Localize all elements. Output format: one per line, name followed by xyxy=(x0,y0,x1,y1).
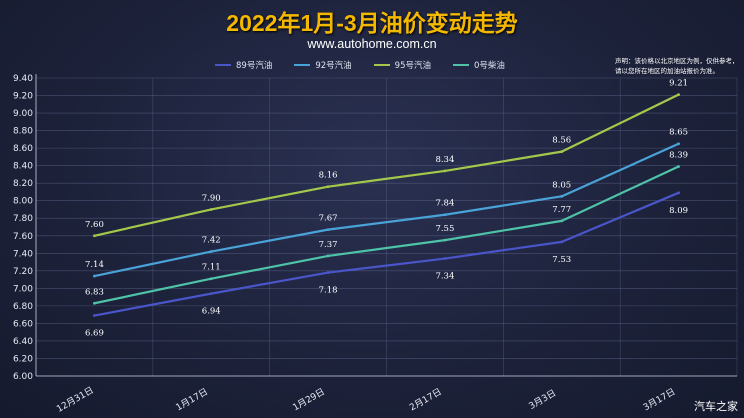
legend-label-92: 92号汽油 xyxy=(315,61,352,71)
data-point xyxy=(443,238,447,242)
data-label: 7.34 xyxy=(435,272,454,282)
x-tick-label: 1月17日 xyxy=(174,386,210,413)
data-point xyxy=(93,234,96,238)
y-tick-label: 9.20 xyxy=(13,92,33,102)
x-tick-label: 1月29日 xyxy=(291,386,327,413)
data-point xyxy=(677,165,680,168)
data-point xyxy=(443,213,447,217)
legend-swatch-89 xyxy=(215,64,231,66)
legend-item-diesel[interactable]: 0号柴油 xyxy=(452,58,505,72)
x-tick-label: 2月17日 xyxy=(408,386,444,413)
legend-swatch-95 xyxy=(373,64,390,66)
y-tick-label: 9.00 xyxy=(13,109,33,119)
data-point xyxy=(677,191,680,195)
data-label: 6.83 xyxy=(85,287,104,297)
data-label: 7.60 xyxy=(85,220,104,230)
data-point xyxy=(326,228,330,232)
y-tick-label: 6.40 xyxy=(13,337,33,347)
data-label: 7.11 xyxy=(202,263,221,273)
data-point xyxy=(677,142,680,146)
chart-subtitle: www.autohome.com.cn xyxy=(307,37,437,51)
data-point xyxy=(93,274,96,278)
y-tick-label: 6.00 xyxy=(13,372,33,382)
y-tick-label: 8.80 xyxy=(13,127,33,137)
data-label: 8.09 xyxy=(669,206,688,216)
data-label: 8.16 xyxy=(319,171,338,181)
data-label: 8.34 xyxy=(435,155,454,165)
series-line-1 xyxy=(94,142,680,278)
y-tick-label: 8.20 xyxy=(13,179,33,189)
data-label: 7.77 xyxy=(552,205,571,215)
watermark-logo-text: 汽车之家 xyxy=(694,400,738,413)
x-tick-label: 3月3日 xyxy=(527,388,558,412)
data-point xyxy=(443,169,447,173)
legend-label-diesel: 0号柴油 xyxy=(473,61,505,71)
disclaimer-note: 声明：该价格以北京地区为例，仅供参考，请以您所在地区的加油站报价为准。 xyxy=(615,57,739,75)
y-tick-label: 7.80 xyxy=(13,214,33,224)
legend-label-89: 89号汽油 xyxy=(236,61,273,71)
data-label: 7.55 xyxy=(435,224,454,234)
data-point xyxy=(326,254,330,258)
series-line-3 xyxy=(94,165,680,305)
data-point xyxy=(560,219,564,223)
legend-swatch-diesel xyxy=(452,64,469,66)
data-label: 7.53 xyxy=(552,255,571,265)
data-label: 8.65 xyxy=(669,128,688,138)
data-label: 7.37 xyxy=(319,240,338,250)
data-point xyxy=(209,277,213,281)
legend-item-95[interactable]: 95号汽油 xyxy=(373,58,431,72)
data-label: 7.18 xyxy=(319,286,338,296)
data-point xyxy=(560,194,564,198)
legend-swatch-92 xyxy=(294,64,311,66)
data-point xyxy=(326,185,330,189)
y-tick-label: 6.20 xyxy=(13,354,33,364)
data-point xyxy=(677,93,680,97)
data-label: 6.69 xyxy=(85,329,104,339)
data-label: 6.94 xyxy=(202,307,221,317)
y-tick-label: 8.40 xyxy=(13,162,33,172)
legend-item-92[interactable]: 92号汽油 xyxy=(294,58,352,72)
data-point xyxy=(560,150,564,154)
data-label: 7.14 xyxy=(85,260,104,270)
data-label: 8.56 xyxy=(552,136,571,146)
data-label: 7.42 xyxy=(202,236,221,246)
y-tick-label: 8.00 xyxy=(13,197,33,207)
y-tick-label: 7.20 xyxy=(13,267,33,277)
data-point xyxy=(93,314,96,317)
data-point xyxy=(209,208,213,211)
data-label: 7.90 xyxy=(202,193,221,203)
y-tick-label: 7.00 xyxy=(13,284,33,294)
legend-label-95: 95号汽油 xyxy=(394,61,431,71)
x-tick-label: 3月17日 xyxy=(641,386,677,413)
x-tick-label: 12月31日 xyxy=(55,385,96,415)
y-tick-label: 6.60 xyxy=(13,319,33,329)
data-label: 9.21 xyxy=(669,79,688,89)
data-point xyxy=(209,250,213,253)
chart-title: 2022年1月-3月油价变动走势 xyxy=(226,10,518,36)
y-tick-label: 9.40 xyxy=(13,74,33,84)
y-tick-label: 7.40 xyxy=(13,249,33,259)
data-label: 8.39 xyxy=(669,151,688,161)
legend-item-89[interactable]: 89号汽油 xyxy=(215,58,272,72)
data-point xyxy=(443,257,447,260)
data-point xyxy=(209,292,213,296)
data-point xyxy=(93,301,96,305)
data-point xyxy=(560,240,564,244)
series-line-2 xyxy=(94,93,680,237)
y-tick-label: 7.60 xyxy=(13,232,33,242)
series-line-0 xyxy=(94,191,680,317)
data-point xyxy=(326,271,330,274)
y-tick-label: 6.80 xyxy=(13,302,33,312)
y-tick-label: 8.60 xyxy=(13,144,33,154)
data-label: 8.05 xyxy=(552,180,571,190)
chart-legend: 89号汽油 92号汽油 95号汽油 0号柴油 xyxy=(215,58,505,72)
data-label: 7.84 xyxy=(435,199,454,209)
data-label: 7.67 xyxy=(319,214,338,224)
